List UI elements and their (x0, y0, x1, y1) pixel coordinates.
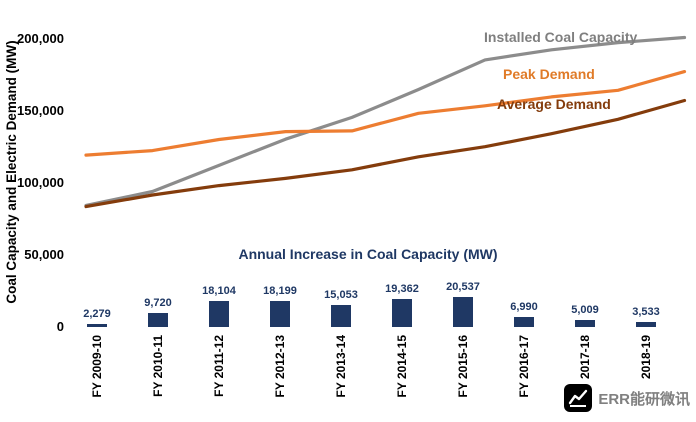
bar-value-label: 9,720 (144, 296, 172, 309)
series-label-1: Peak Demand (503, 66, 595, 82)
bar (392, 299, 412, 327)
y-tick-label: 100,000 (17, 174, 64, 190)
series-label-0: Installed Coal Capacity (484, 29, 638, 45)
y-tick-label: 50,000 (24, 246, 64, 262)
series-label-2: Average Demand (497, 96, 611, 112)
y-axis-title: Coal Capacity and Electric Demand (MW) (4, 40, 19, 304)
line-series-1 (84, 69, 687, 157)
bar-chart-title: Annual Increase in Coal Capacity (MW) (238, 246, 498, 262)
bar-value-label: 19,362 (385, 283, 419, 296)
y-tick-label: 0 (56, 319, 64, 334)
bar-value-label: 3,533 (632, 305, 660, 318)
err-logo-icon (564, 384, 593, 412)
bar (87, 323, 107, 327)
line-series-2 (84, 98, 687, 209)
bar (209, 300, 229, 327)
x-tick-label: FY 2009-10 (90, 335, 104, 398)
x-tick-label: FY 2016-17 (517, 335, 531, 398)
x-tick-label: FY 2015-16 (456, 335, 470, 398)
y-tick-label: 200,000 (17, 30, 64, 46)
x-tick-label: FY 2012-13 (273, 335, 287, 398)
bar (636, 321, 656, 327)
x-tick-label: FY 2011-12 (212, 335, 226, 397)
y-tick-label: 150,000 (17, 102, 64, 118)
bar (453, 297, 473, 327)
bar-value-label: 20,537 (446, 281, 480, 294)
err-logo-glyph (569, 389, 588, 407)
x-tick-label: FY 2014-15 (395, 335, 409, 398)
x-tick-label: FY 2013-14 (334, 335, 348, 398)
bar-value-label: 18,104 (202, 284, 236, 297)
bar-value-label: 5,009 (571, 303, 599, 316)
x-tick-label: FY 2010-11 (151, 335, 165, 397)
watermark-text: ERR能研微讯 (598, 390, 690, 408)
bar-value-label: 6,990 (510, 300, 538, 313)
line-series-0 (84, 35, 687, 208)
bar-value-label: 15,053 (324, 289, 358, 302)
bar (148, 312, 168, 327)
bar-value-label: 2,279 (83, 307, 111, 320)
watermark: ERR能研微讯 (560, 382, 694, 414)
bar (331, 305, 351, 327)
bar (575, 319, 595, 327)
bar (270, 300, 290, 327)
bar-value-label: 18,199 (263, 284, 297, 297)
bar (514, 316, 534, 327)
